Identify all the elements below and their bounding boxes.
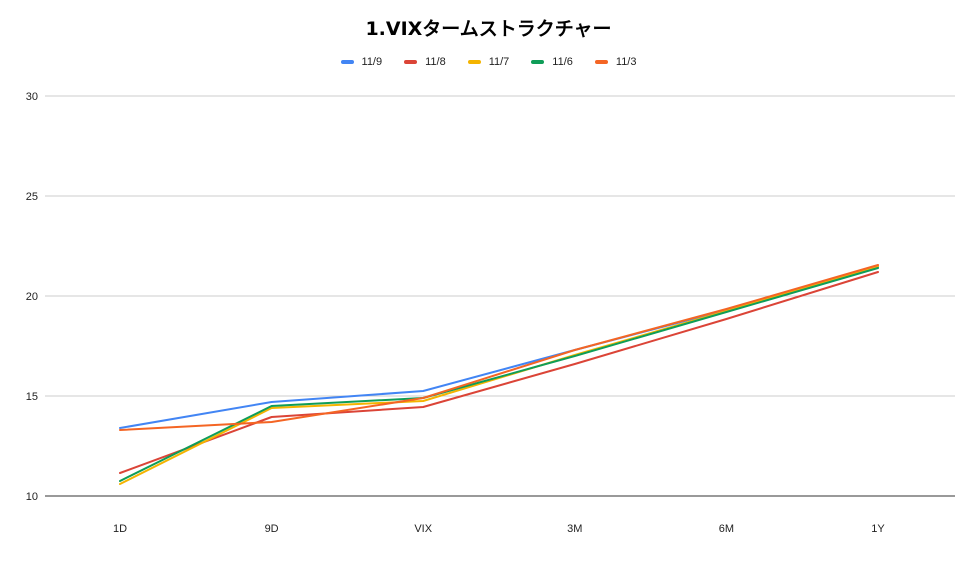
series-line-11-9	[119, 266, 879, 429]
y-tick-label: 15	[26, 391, 38, 403]
y-tick-label: 10	[26, 491, 38, 503]
legend-item-11-6[interactable]: 11/6	[531, 56, 573, 68]
chart-legend: 11/9 11/8 11/7 11/6 11/3	[0, 56, 977, 68]
legend-item-11-3[interactable]: 11/3	[594, 56, 637, 68]
legend-swatch	[340, 60, 354, 64]
y-tick-label: 25	[26, 191, 38, 203]
series-line-11-3	[119, 264, 879, 431]
legend-item-11-8[interactable]: 11/8	[404, 56, 446, 68]
legend-swatch	[404, 60, 418, 64]
legend-label: 11/8	[425, 56, 446, 68]
y-tick-label: 30	[26, 91, 38, 103]
legend-label: 11/7	[488, 56, 510, 68]
x-tick-label: 9D	[265, 523, 279, 535]
legend-item-11-9[interactable]: 11/9	[340, 56, 383, 68]
chart-title: 1.VIXタームストラクチャー	[365, 18, 612, 40]
legend-swatch	[594, 60, 608, 64]
legend-item-11-7[interactable]: 11/7	[467, 56, 510, 68]
legend-swatch	[531, 60, 545, 64]
x-tick-label: 3M	[567, 523, 582, 535]
legend-label: 11/9	[361, 56, 383, 68]
legend-label: 11/3	[615, 56, 637, 68]
y-tick-label: 20	[26, 291, 38, 303]
x-tick-label: 1D	[113, 523, 127, 535]
x-tick-label: 1Y	[871, 523, 885, 535]
legend-label: 11/6	[552, 56, 573, 68]
series-line-11-6	[119, 267, 879, 482]
series-line-11-8	[119, 271, 879, 474]
legend-swatch	[467, 60, 481, 64]
x-tick-label: VIX	[414, 523, 432, 535]
x-tick-label: 6M	[719, 523, 734, 535]
